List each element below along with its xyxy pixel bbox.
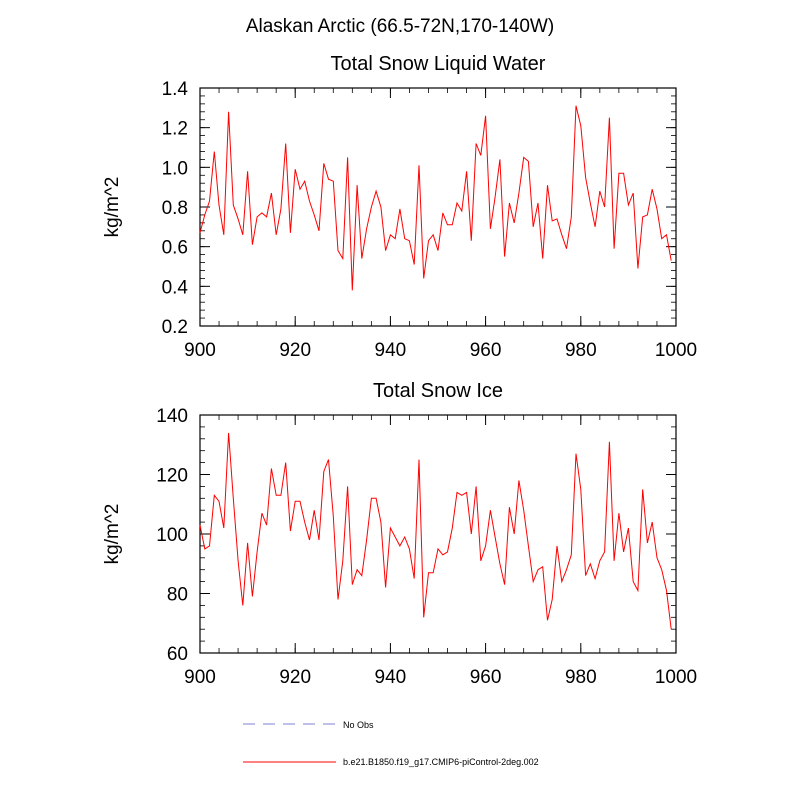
chart-title: Total Snow Ice [373, 380, 503, 402]
figure-title: Alaskan Arctic (66.5-72N,170-140W) [246, 16, 554, 37]
x-tick-label: 980 [565, 667, 597, 688]
y-tick-label: 140 [156, 406, 188, 427]
series-line [199, 105, 672, 291]
x-tick-label: 940 [375, 340, 407, 361]
chart-title: Total Snow Liquid Water [331, 53, 546, 75]
y-axis-label: kg/m^2 [102, 177, 123, 238]
legend-label-no-obs: No Obs [343, 720, 374, 730]
y-tick-label: 60 [167, 644, 188, 665]
x-tick-label: 900 [184, 667, 216, 688]
y-tick-label: 80 [167, 585, 188, 606]
y-tick-label: 100 [156, 525, 188, 546]
y-tick-label: 1.2 [162, 119, 188, 140]
x-tick-label: 1000 [655, 340, 697, 361]
x-tick-label: 980 [565, 340, 597, 361]
y-tick-label: 0.2 [162, 317, 188, 338]
chart-panel-snow-ice: 900 920 940 960 980 1000 60 80 100 120 140 Total Sn… [102, 380, 697, 688]
chart-panel-snow-liquid-water: 900 920 940 960 980 1000 0.2 0.4 0.6 0.8 1.0 1.2 1.4… [102, 53, 697, 361]
legend: No Obs b.e21.B1850.f19_g17.CMIP6-piContr… [243, 720, 539, 767]
x-tick-label: 940 [375, 667, 407, 688]
y-tick-label: 0.8 [162, 198, 188, 219]
plot-frame [199, 414, 677, 654]
y-tick-label: 0.6 [162, 238, 188, 259]
x-tick-label: 900 [184, 340, 216, 361]
y-axis-label: kg/m^2 [102, 504, 123, 565]
x-tick-label: 960 [470, 340, 502, 361]
legend-label-model: b.e21.B1850.f19_g17.CMIP6-piControl-2deg… [343, 757, 539, 767]
series-line [199, 432, 672, 630]
y-tick-label: 1.0 [162, 158, 188, 179]
y-tick-label: 1.4 [162, 79, 189, 100]
y-tick-label: 0.4 [162, 277, 189, 298]
x-tick-label: 920 [279, 340, 311, 361]
x-tick-label: 1000 [655, 667, 697, 688]
x-tick-label: 960 [470, 667, 502, 688]
y-tick-label: 120 [156, 466, 188, 487]
x-tick-label: 920 [279, 667, 311, 688]
